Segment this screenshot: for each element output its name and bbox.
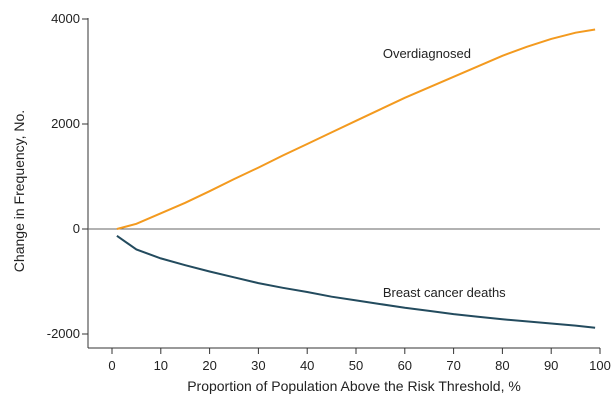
x-tick-label: 10 xyxy=(154,358,168,373)
x-tick-label: 90 xyxy=(544,358,558,373)
x-tick-label: 20 xyxy=(202,358,216,373)
x-axis-title: Proportion of Population Above the Risk … xyxy=(187,378,521,394)
y-tick-label: 0 xyxy=(73,221,80,236)
series-line-breast-cancer-deaths xyxy=(116,234,596,329)
series-label-overdiagnosed: Overdiagnosed xyxy=(383,46,471,61)
series-layer xyxy=(116,28,596,329)
labels-layer: Proportion of Population Above the Risk … xyxy=(11,46,521,394)
y-tick-label: 4000 xyxy=(51,11,80,26)
y-tick-label: 2000 xyxy=(51,116,80,131)
x-tick-label: 60 xyxy=(398,358,412,373)
x-tick-label: 100 xyxy=(589,358,611,373)
series-label-breast-cancer-deaths: Breast cancer deaths xyxy=(383,285,506,300)
x-tick-label: 80 xyxy=(495,358,509,373)
x-tick-label: 40 xyxy=(300,358,314,373)
x-tick-label: 50 xyxy=(349,358,363,373)
series-line-overdiagnosed xyxy=(116,28,596,230)
y-axis-title: Change in Frequency, No. xyxy=(11,110,27,272)
x-tick-label: 30 xyxy=(251,358,265,373)
x-tick-label: 70 xyxy=(446,358,460,373)
axes: -2000 0 2000 4000 0 10 20 30 40 50 60 70 80 90 100 xyxy=(47,11,611,373)
x-tick-label: 0 xyxy=(108,358,115,373)
y-tick-label: -2000 xyxy=(47,326,80,341)
